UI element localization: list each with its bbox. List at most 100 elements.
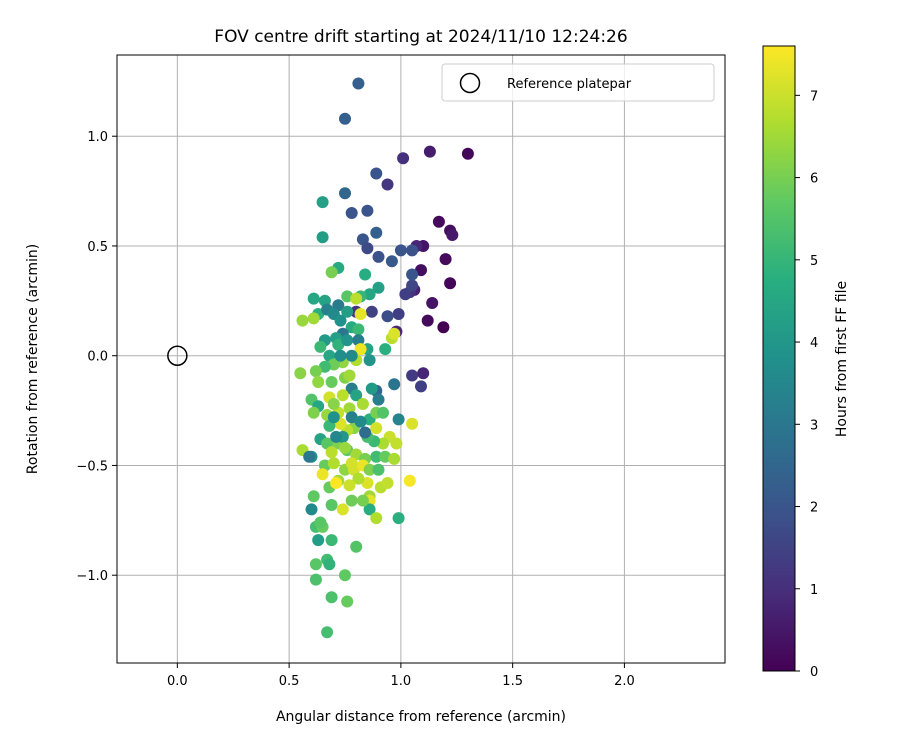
data-point — [363, 503, 376, 516]
data-point — [432, 215, 445, 228]
data-point — [325, 534, 338, 547]
data-point — [316, 196, 329, 209]
data-point — [314, 340, 327, 353]
data-point — [406, 279, 419, 292]
data-point — [415, 380, 427, 393]
colorbar-gradient — [762, 45, 796, 672]
data-point — [370, 422, 383, 435]
data-point — [327, 398, 340, 410]
data-point — [309, 365, 322, 378]
data-point — [345, 349, 358, 362]
data-point — [312, 534, 325, 547]
data-point — [312, 376, 325, 388]
data-point — [341, 290, 354, 303]
data-point — [327, 411, 340, 424]
data-point — [334, 314, 347, 327]
data-point — [296, 314, 309, 327]
data-point — [370, 512, 383, 525]
data-point — [352, 472, 365, 485]
data-point — [321, 626, 334, 639]
data-point — [381, 477, 394, 489]
data-point — [323, 558, 336, 571]
plot-frame — [116, 54, 726, 664]
data-point — [406, 268, 419, 281]
data-point — [318, 360, 331, 373]
data-point — [392, 413, 405, 426]
y-axis-label: Rotation from reference (arcmin) — [25, 244, 41, 474]
data-point — [390, 437, 403, 450]
data-point — [307, 292, 320, 305]
data-point — [325, 266, 338, 279]
legend-reference-marker — [459, 72, 481, 94]
data-point — [330, 477, 343, 489]
data-point — [365, 305, 378, 318]
x-axis-ticks: 0.0 0.5 1.0 1.5 2.0 — [167, 663, 635, 689]
data-point — [305, 503, 318, 516]
data-point — [339, 112, 351, 125]
data-point — [359, 268, 372, 281]
data-point — [446, 229, 459, 241]
data-point — [385, 255, 398, 268]
colorbar-tick-label: 7 — [810, 89, 818, 104]
colorbar-tick-label: 6 — [810, 172, 818, 187]
data-point — [392, 308, 405, 320]
colorbar-tick-label: 0 — [810, 665, 818, 680]
data-point — [444, 277, 457, 290]
data-point — [307, 490, 320, 503]
data-point — [303, 450, 316, 463]
data-point — [397, 152, 410, 165]
data-point — [339, 569, 351, 582]
y-tick-label: 1.0 — [87, 130, 108, 145]
data-point — [356, 398, 369, 410]
data-point — [345, 411, 358, 424]
y-axis-ticks: −1.0 −0.5 0.0 0.5 1.0 — [76, 130, 117, 584]
colorbar-tick-label: 4 — [810, 336, 818, 351]
data-point — [372, 393, 385, 406]
data-point — [439, 253, 452, 266]
data-point — [388, 452, 401, 465]
data-point — [309, 573, 322, 586]
data-point — [336, 389, 349, 402]
data-point — [341, 305, 354, 318]
data-point — [372, 463, 385, 476]
data-point — [406, 417, 419, 430]
data-point — [370, 167, 383, 180]
data-point — [330, 430, 343, 443]
colorbar-tick-label: 5 — [810, 254, 818, 269]
data-point — [307, 312, 320, 325]
x-tick-label: 1.5 — [502, 674, 523, 689]
data-point — [336, 503, 349, 516]
data-point — [352, 323, 365, 336]
data-point — [363, 463, 376, 476]
data-point — [406, 244, 419, 257]
y-tick-label: 0.0 — [87, 350, 108, 365]
x-tick-label: 2.0 — [614, 674, 635, 689]
data-point — [316, 231, 329, 244]
data-point — [359, 426, 372, 439]
data-point — [334, 349, 347, 362]
x-axis-label: Angular distance from reference (arcmin) — [276, 709, 566, 725]
data-point — [294, 367, 307, 380]
data-point — [332, 338, 345, 351]
data-point — [345, 207, 358, 219]
data-point — [309, 558, 322, 571]
data-point — [316, 468, 329, 481]
data-point — [392, 512, 405, 525]
data-point — [350, 292, 363, 305]
legend-entry-reference-platepar: Reference platepar — [507, 77, 632, 92]
x-tick-label: 1.0 — [391, 674, 412, 689]
data-point — [379, 450, 392, 463]
y-tick-label: −1.0 — [76, 569, 108, 584]
data-point — [350, 389, 363, 402]
reference-platepar-marker — [167, 345, 188, 366]
data-point — [399, 288, 412, 301]
data-points — [167, 77, 474, 639]
data-point — [377, 406, 389, 419]
colorbar: 0 1 2 3 4 5 6 7 Hours from first FF file — [762, 45, 850, 680]
data-point — [379, 343, 392, 356]
colorbar-ticks: 0 1 2 3 4 5 6 7 — [795, 89, 818, 680]
data-point — [370, 226, 383, 239]
colorbar-tick-label: 1 — [810, 583, 818, 598]
data-point — [372, 250, 385, 263]
